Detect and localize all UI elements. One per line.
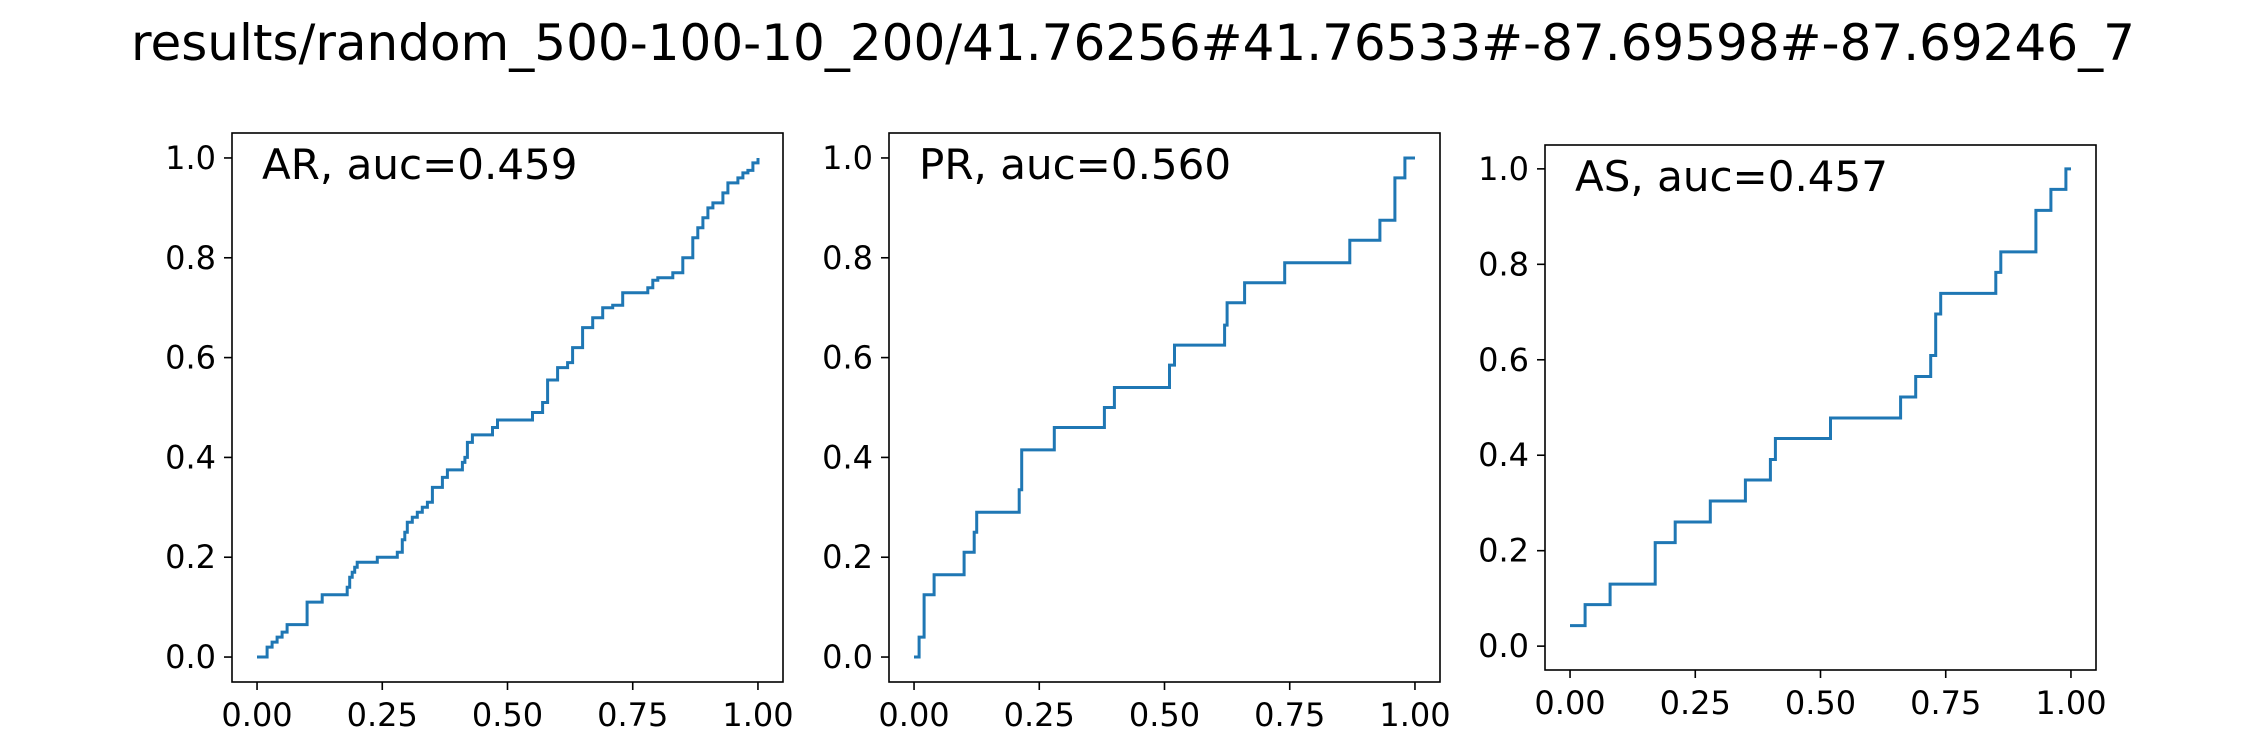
panels: 0.00 0.25 0.50 0.75 1.00 0.0 0.2 0.4 0.6 0.8 1.0 AR… bbox=[165, 132, 2107, 734]
y-tick-label: 0.8 bbox=[165, 239, 216, 277]
y-tick-label: 0.6 bbox=[1478, 341, 1529, 379]
roc-step-line bbox=[257, 158, 760, 659]
y-tick-label: 0.0 bbox=[1478, 627, 1529, 665]
axes-frame bbox=[888, 132, 1441, 683]
x-tick-label: 0.50 bbox=[1785, 684, 1856, 722]
y-tick-label: 1.0 bbox=[822, 139, 873, 177]
roc-step-line bbox=[1570, 167, 2071, 628]
panel-2: 0.00 0.25 0.50 0.75 1.00 0.0 0.2 0.4 0.6 0.8 1.0 PR… bbox=[822, 132, 1451, 734]
y-tick-label: 0.2 bbox=[822, 538, 873, 576]
x-tick-label: 0.25 bbox=[1004, 696, 1075, 734]
y-tick-label: 0.8 bbox=[1478, 245, 1529, 283]
x-tick-label: 0.00 bbox=[1534, 684, 1605, 722]
axes-frame bbox=[231, 132, 784, 683]
roc-step-line bbox=[914, 156, 1415, 659]
x-tick-label: 0.00 bbox=[878, 696, 949, 734]
y-tick-label: 1.0 bbox=[1478, 150, 1529, 188]
axes-frame bbox=[1544, 144, 2097, 671]
y-tick-label: 0.8 bbox=[822, 239, 873, 277]
figure-title: results/random_500-100-10_200/41.76256#4… bbox=[131, 14, 2135, 72]
y-tick-label: 0.0 bbox=[822, 638, 873, 676]
panel-label: AS, auc=0.457 bbox=[1575, 152, 1888, 201]
x-tick-label: 0.75 bbox=[1910, 684, 1981, 722]
panel-3: 0.00 0.25 0.50 0.75 1.00 0.0 0.2 0.4 0.6 0.8 1.0 AS… bbox=[1478, 144, 2107, 722]
x-tick-label: 0.00 bbox=[221, 696, 292, 734]
x-tick-label: 0.50 bbox=[1129, 696, 1200, 734]
panel-label: AR, auc=0.459 bbox=[262, 140, 578, 189]
y-tick-label: 0.0 bbox=[165, 638, 216, 676]
x-tick-label: 0.25 bbox=[347, 696, 418, 734]
panel-1: 0.00 0.25 0.50 0.75 1.00 0.0 0.2 0.4 0.6 0.8 1.0 AR… bbox=[165, 132, 794, 734]
y-tick-label: 0.6 bbox=[165, 339, 216, 377]
y-tick-label: 1.0 bbox=[165, 139, 216, 177]
x-tick-label: 0.75 bbox=[1254, 696, 1325, 734]
x-tick-label: 1.00 bbox=[1379, 696, 1450, 734]
y-tick-label: 0.2 bbox=[165, 538, 216, 576]
x-tick-label: 0.50 bbox=[472, 696, 543, 734]
y-tick-label: 0.4 bbox=[165, 438, 216, 476]
x-tick-label: 0.25 bbox=[1660, 684, 1731, 722]
x-tick-label: 1.00 bbox=[722, 696, 793, 734]
x-tick-label: 0.75 bbox=[597, 696, 668, 734]
x-tick-label: 1.00 bbox=[2035, 684, 2106, 722]
panel-label: PR, auc=0.560 bbox=[919, 140, 1231, 189]
y-tick-label: 0.2 bbox=[1478, 532, 1529, 570]
y-tick-label: 0.4 bbox=[822, 438, 873, 476]
y-tick-label: 0.6 bbox=[822, 339, 873, 377]
y-tick-label: 0.4 bbox=[1478, 436, 1529, 474]
